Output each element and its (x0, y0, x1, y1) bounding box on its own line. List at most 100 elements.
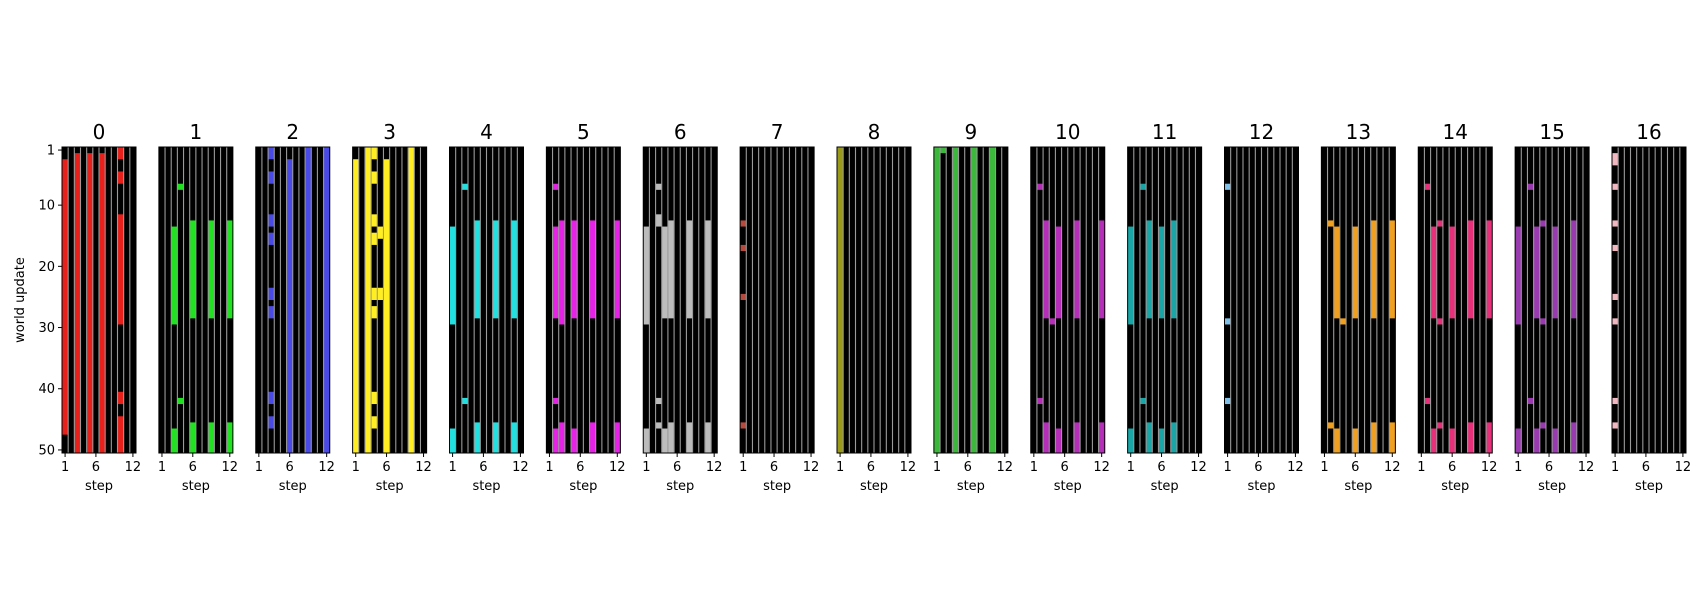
cell (1552, 226, 1559, 319)
cell (474, 220, 481, 319)
panel-10: 10 1 6 12 step (1030, 120, 1110, 494)
cell (740, 293, 747, 300)
cell (371, 416, 378, 429)
x-tick-label: 6 (189, 460, 197, 475)
panel-frame (61, 146, 137, 454)
cell (492, 422, 499, 453)
y-tick-label: 40 (38, 382, 55, 397)
cell (474, 422, 481, 453)
x-tick-label: 1 (836, 460, 844, 475)
cell (952, 147, 959, 453)
cell (1224, 183, 1231, 190)
cell (1486, 220, 1493, 319)
x-tick-label: 1 (545, 460, 553, 475)
cell (305, 147, 312, 453)
x-tick-label: 6 (1448, 460, 1456, 475)
cell (1436, 220, 1443, 227)
x-tick-label: 1 (933, 460, 941, 475)
x-axis-label: step (763, 479, 791, 494)
panel-frame (933, 146, 1009, 454)
panel-7: 7 1 6 12 step (739, 120, 819, 494)
cell (1389, 422, 1396, 453)
cell (1127, 226, 1134, 325)
x-tick-label: 12 (706, 460, 723, 475)
cell (1552, 428, 1559, 453)
cell (1570, 422, 1577, 453)
cell (377, 287, 384, 300)
panel-4: 4 1 6 12 step (448, 120, 528, 494)
cell (940, 147, 947, 154)
x-tick-label: 1 (1611, 460, 1619, 475)
cell (970, 147, 978, 453)
x-tick-label: 1 (61, 460, 69, 475)
x-tick-label: 6 (479, 460, 487, 475)
panel-frame (1611, 146, 1687, 454)
cell (704, 422, 712, 453)
x-tick-label: 6 (1351, 460, 1359, 475)
cell (226, 422, 233, 453)
cell (1539, 422, 1546, 429)
x-tick-label: 1 (255, 460, 263, 475)
cell (226, 220, 233, 319)
x-tick-label: 1 (1417, 460, 1425, 475)
cell (655, 214, 662, 227)
cell (461, 183, 468, 190)
cell (268, 287, 275, 300)
cell (1424, 397, 1431, 405)
y-tick-label: 1 (47, 144, 55, 159)
cell (286, 159, 293, 454)
cell (989, 147, 996, 453)
cell (1224, 397, 1231, 405)
panel-frame (1030, 146, 1106, 454)
x-axis-label: step (1635, 479, 1663, 494)
x-axis-label: step (666, 479, 694, 494)
cell (552, 428, 559, 453)
panel-title: 10 (1055, 120, 1080, 144)
cell (74, 153, 81, 453)
x-tick-label: 12 (125, 460, 142, 475)
panel-title: 1 (190, 120, 203, 144)
x-axis-label: step (1247, 479, 1275, 494)
cell (1527, 397, 1534, 405)
cell (1612, 318, 1619, 325)
panel-title: 14 (1443, 120, 1468, 144)
cell (377, 226, 384, 239)
cell (117, 214, 124, 325)
cell (1467, 422, 1474, 453)
cell (1127, 428, 1134, 453)
panel-12: 12 1 6 12 step (1223, 120, 1303, 494)
cell (1436, 422, 1443, 429)
cell (1612, 153, 1619, 166)
x-tick-label: 12 (997, 460, 1014, 475)
cell (740, 220, 747, 227)
cell (1333, 226, 1340, 319)
panel-0: 0 1 6 12 step 1 10 20 30 40 50 (38, 120, 141, 494)
cell (1043, 220, 1050, 319)
x-tick-label: 12 (1384, 460, 1401, 475)
cell (614, 220, 621, 319)
x-axis-label: step (376, 479, 404, 494)
panel-1: 1 1 6 12 step (158, 120, 238, 494)
cell (933, 147, 941, 453)
cell (371, 232, 378, 245)
x-tick-label: 12 (803, 460, 820, 475)
cell (1339, 318, 1347, 325)
y-tick-label: 30 (38, 321, 55, 336)
cell (1430, 428, 1437, 453)
cell (1158, 226, 1165, 319)
cell (323, 147, 330, 453)
cell (171, 428, 178, 453)
cell (208, 220, 215, 319)
cell (1170, 422, 1177, 453)
panel-frame (739, 146, 815, 454)
cell (1533, 428, 1540, 453)
cell (589, 220, 596, 319)
cell (449, 428, 456, 453)
cell (1612, 183, 1619, 190)
panel-frame (158, 146, 234, 454)
x-tick-label: 12 (1093, 460, 1110, 475)
panel-frame (352, 146, 428, 454)
cell (1036, 397, 1044, 405)
y-axis-label: world update (13, 257, 28, 343)
